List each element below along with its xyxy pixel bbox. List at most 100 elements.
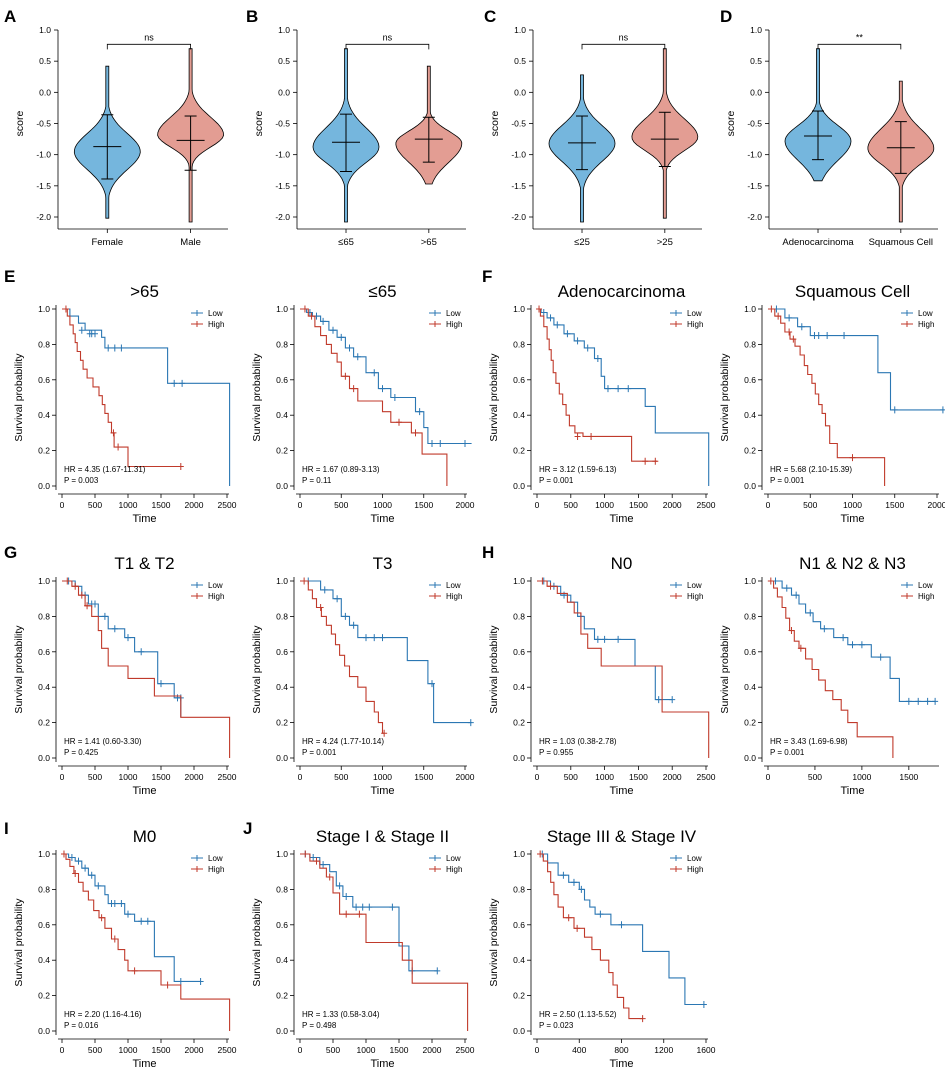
legend-label-high: High <box>208 592 224 601</box>
y-tick-label: -0.5 <box>36 119 51 129</box>
legend-swatch-low <box>670 855 682 861</box>
censor-mark <box>336 882 343 890</box>
hazard-ratio-text: HR = 4.35 (1.67-11.31) <box>64 465 146 474</box>
x-axis-label: Time <box>840 513 864 525</box>
violin-panel-d: 1.0 0.5 0.0 -0.5 -1.0 -1.5 -2.0 score Adenocarci… <box>725 25 938 248</box>
legend-label-high: High <box>208 320 224 329</box>
y-tick-label: 0.5 <box>750 56 762 66</box>
x-axis-label: Time <box>132 1058 156 1070</box>
x-tick-label: 800 <box>614 1045 628 1055</box>
y-tick-label: 1.0 <box>750 25 762 35</box>
x-tick-label: 0 <box>298 1045 303 1055</box>
x-tick-label: 1500 <box>414 500 433 510</box>
legend-swatch-low <box>901 310 913 316</box>
censor-mark <box>437 440 444 448</box>
censor-mark <box>396 418 402 426</box>
y-tick-label: 0.0 <box>38 1026 50 1036</box>
hazard-ratio-text: HR = 1.41 (0.60-3.30) <box>64 737 142 746</box>
censor-mark <box>793 591 800 599</box>
x-tick-label: 500 <box>808 772 822 782</box>
y-tick-label: 0.0 <box>38 753 50 763</box>
x-tick-label: 0 <box>60 1045 65 1055</box>
censor-mark <box>574 924 581 932</box>
y-tick-label: 0.0 <box>278 87 290 97</box>
panel-label-h: H <box>482 543 494 562</box>
km-curve-high <box>768 580 894 758</box>
x-tick-label: 2000 <box>928 500 945 510</box>
km-title: Stage III & Stage IV <box>547 827 697 846</box>
x-tick-label: 1000 <box>595 500 614 510</box>
km-curve-low <box>768 580 936 702</box>
legend-label-low: Low <box>208 854 223 863</box>
x-tick-label: 500 <box>88 1045 102 1055</box>
y-tick-label: 0.5 <box>514 56 526 66</box>
km-title: >65 <box>130 282 159 301</box>
y-tick-label: 0.8 <box>38 611 50 621</box>
km-curve-low <box>62 308 231 486</box>
censor-mark <box>655 696 662 704</box>
km-curve-low <box>537 853 704 1006</box>
censor-mark <box>588 432 595 440</box>
x-tick-label: 2000 <box>456 500 475 510</box>
censor-mark <box>578 885 585 893</box>
x-tick-label: 1500 <box>629 500 648 510</box>
legend-swatch-high <box>429 866 441 872</box>
legend-swatch-low <box>191 855 203 861</box>
km-curve-high <box>768 308 886 486</box>
legend-label-high: High <box>446 865 462 874</box>
censor-mark <box>72 869 79 877</box>
censor-mark <box>389 903 396 911</box>
y-tick-label: 0.6 <box>38 920 50 930</box>
x-tick-label: Female <box>91 237 123 248</box>
y-tick-label: 0.4 <box>38 682 50 692</box>
y-axis-label: Survival probability <box>13 353 25 442</box>
y-tick-label: 0.5 <box>39 56 51 66</box>
y-tick-label: 0.2 <box>276 718 288 728</box>
km-title: Stage I & Stage II <box>316 827 449 846</box>
censor-mark <box>932 697 939 705</box>
censor-mark <box>807 609 814 617</box>
y-tick-label: 0.6 <box>744 647 756 657</box>
panel-label-b: B <box>246 7 258 26</box>
significance-bracket <box>581 43 666 50</box>
significance-bracket <box>106 43 191 50</box>
y-tick-label: 0.2 <box>513 446 525 456</box>
censor-mark <box>625 385 632 393</box>
y-tick-label: -2.0 <box>511 212 526 222</box>
x-tick-label: 0 <box>766 500 771 510</box>
y-tick-label: 0.2 <box>513 718 525 728</box>
censor-mark <box>343 910 350 918</box>
p-value-text: P = 0.001 <box>539 476 574 485</box>
km-curve-high <box>537 580 710 758</box>
x-tick-label: ≤25 <box>574 237 590 248</box>
legend-swatch-high <box>670 321 682 327</box>
censor-mark <box>652 457 659 465</box>
legend-swatch-high <box>429 593 441 599</box>
censor-mark <box>615 385 622 393</box>
y-tick-label: 0.8 <box>38 339 50 349</box>
km-plot-8: N1 & N2 & N3 0.0 0.2 0.4 0.6 0.8 1.0 0 500 1000 15… <box>719 554 939 797</box>
legend-label-high: High <box>446 592 462 601</box>
panel-label-d: D <box>720 7 732 26</box>
x-tick-label: 2000 <box>185 1045 204 1055</box>
x-tick-label: 2000 <box>663 500 682 510</box>
x-tick-label: 2500 <box>456 1045 475 1055</box>
y-axis-label: Survival probability <box>488 353 500 442</box>
p-value-text: P = 0.001 <box>302 748 337 757</box>
y-tick-label: 1.0 <box>276 849 288 859</box>
censor-mark <box>584 344 591 352</box>
y-tick-label: 0.8 <box>276 884 288 894</box>
censor-mark <box>371 634 378 642</box>
y-tick-label: 0.0 <box>276 1026 288 1036</box>
censor-mark <box>536 305 543 313</box>
x-tick-label: 0 <box>298 500 303 510</box>
x-tick-label: 500 <box>564 772 578 782</box>
y-axis-label: score <box>489 111 501 137</box>
significance-label: ns <box>144 32 154 42</box>
censor-mark <box>320 317 327 325</box>
y-tick-label: 0.8 <box>513 884 525 894</box>
legend-label-low: Low <box>446 309 461 318</box>
censor-mark <box>371 369 378 377</box>
censor-mark <box>118 900 125 908</box>
